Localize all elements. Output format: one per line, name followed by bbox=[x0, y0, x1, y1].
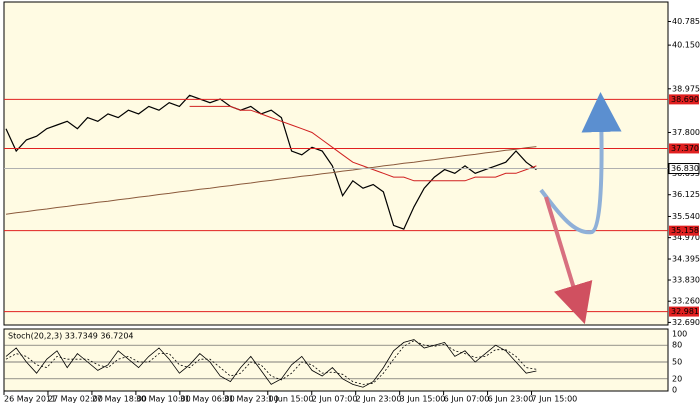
main-panel bbox=[3, 1, 669, 326]
up-arrow bbox=[539, 92, 622, 235]
level-label-box bbox=[669, 143, 699, 154]
y-tick-label: 40.150 bbox=[672, 41, 700, 50]
x-tick-label: 31 May 06:00 bbox=[180, 395, 235, 404]
stoch-tick-label: 50 bbox=[672, 358, 682, 367]
stoch-tick-label: 100 bbox=[672, 330, 687, 339]
y-tick-label: 35.540 bbox=[672, 212, 700, 221]
down-arrow bbox=[544, 196, 593, 325]
level-label-box bbox=[669, 225, 699, 236]
y-tick-label: 40.785 bbox=[672, 17, 700, 26]
stoch-title: Stoch(20,2,3) 33.7349 36.7204 bbox=[8, 332, 134, 341]
x-tick-label: 1 Jun 15:00 bbox=[268, 395, 314, 404]
price-line bbox=[189, 105, 537, 182]
x-tick-label: 3 Jun 15:00 bbox=[400, 395, 446, 404]
y-tick-label: 32.690 bbox=[672, 318, 700, 327]
y-tick-label: 36.125 bbox=[672, 190, 700, 199]
x-tick-label: 30 May 10:00 bbox=[136, 395, 191, 404]
level-label: 32.981 bbox=[671, 307, 699, 316]
level-label: 36.830 bbox=[671, 164, 699, 173]
y-tick-label: 34.970 bbox=[672, 233, 700, 242]
level-label: 38.690 bbox=[671, 95, 699, 104]
stoch-tick-label: 80 bbox=[672, 341, 682, 350]
x-tick-label: 27 May 18:00 bbox=[92, 395, 147, 404]
stoch-panel bbox=[3, 328, 669, 392]
level-label-box bbox=[669, 306, 699, 317]
level-label-box bbox=[669, 94, 699, 105]
x-tick-label: 27 May 02:00 bbox=[48, 395, 103, 404]
stoch-main bbox=[5, 339, 537, 388]
x-tick-label: 2 Jun 23:00 bbox=[356, 395, 402, 404]
x-tick-label: 26 May 2011 bbox=[4, 395, 56, 404]
x-tick-label: 6 Jun 23:00 bbox=[488, 395, 534, 404]
y-tick-label: 37.800 bbox=[672, 128, 700, 137]
x-tick-label: 6 Jun 07:00 bbox=[444, 395, 490, 404]
level-label: 37.370 bbox=[671, 144, 699, 153]
price-line bbox=[5, 94, 537, 230]
level-label-box bbox=[668, 163, 700, 175]
y-tick-label: 33.260 bbox=[672, 297, 700, 306]
stoch-tick-label: 0 bbox=[672, 386, 677, 395]
y-tick-label: 33.830 bbox=[672, 276, 700, 285]
stoch-tick-label: 20 bbox=[672, 374, 682, 383]
x-tick-label: 31 May 23:00 bbox=[224, 395, 279, 404]
level-label: 35.158 bbox=[671, 226, 699, 235]
price-line bbox=[5, 146, 537, 215]
x-tick-label: 7 Jun 15:00 bbox=[532, 395, 578, 404]
y-tick-label: 34.395 bbox=[672, 255, 700, 264]
x-tick-label: 2 Jun 07:00 bbox=[312, 395, 358, 404]
y-tick-label: 38.975 bbox=[672, 84, 700, 93]
